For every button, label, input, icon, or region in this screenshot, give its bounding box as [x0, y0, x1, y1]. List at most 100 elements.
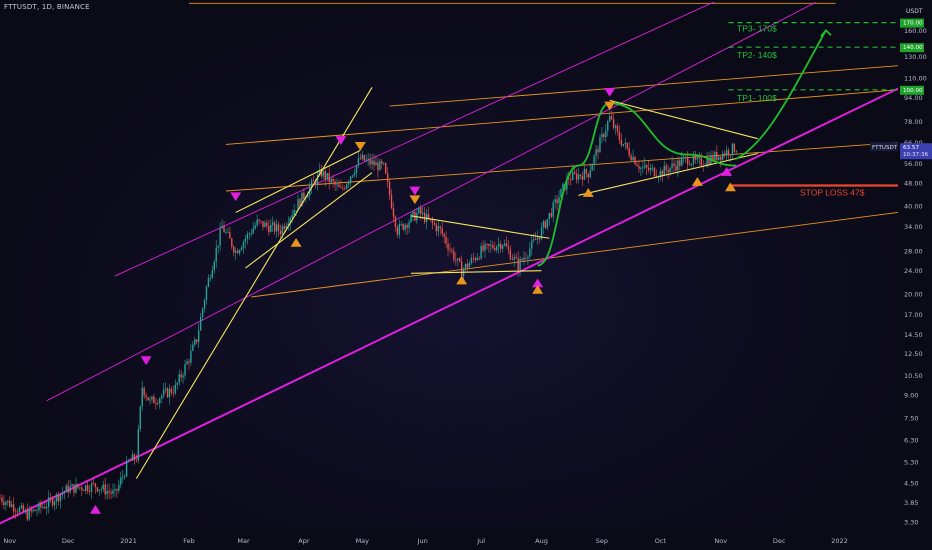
candle — [443, 232, 445, 244]
candle — [14, 507, 17, 519]
candle-body — [585, 169, 588, 174]
orange-channel-line-2 — [225, 89, 898, 145]
candle — [384, 162, 387, 175]
candle-body — [599, 137, 601, 153]
candle-body — [320, 169, 323, 177]
candle-body — [310, 180, 313, 188]
candle-body — [303, 192, 305, 199]
candle — [614, 124, 617, 135]
candle-body — [727, 150, 730, 156]
candle-body — [279, 230, 282, 235]
candle — [683, 154, 685, 164]
candle — [550, 208, 552, 219]
candle-body — [353, 173, 356, 176]
candle-body — [289, 217, 291, 224]
candle-body — [131, 454, 134, 461]
candle — [439, 225, 441, 235]
candle — [190, 343, 192, 367]
candle — [484, 240, 486, 259]
candle — [254, 222, 256, 231]
candle — [482, 240, 484, 253]
candle-body — [542, 221, 545, 228]
candle — [646, 163, 648, 176]
candle-body — [168, 388, 171, 398]
candle — [238, 248, 241, 256]
candle-body — [396, 227, 399, 235]
candle — [359, 153, 362, 160]
candle-body — [42, 506, 44, 508]
candle-body — [494, 248, 496, 251]
candle — [287, 216, 289, 231]
candle-body — [283, 226, 286, 229]
candle-body — [517, 258, 519, 271]
candle-body — [706, 158, 708, 165]
candle-body — [464, 263, 467, 270]
candle-body — [480, 245, 482, 259]
magenta-down-triangle-icon — [604, 87, 616, 97]
candle-body — [123, 476, 126, 478]
candle — [38, 500, 40, 514]
candle-body — [151, 396, 153, 400]
tp2-price-tag-bg — [900, 43, 924, 53]
candle-body — [137, 429, 140, 461]
candle-body — [642, 167, 644, 169]
candle-body — [435, 224, 438, 232]
candle-body — [44, 506, 46, 509]
candle — [18, 505, 21, 514]
candle — [542, 219, 545, 235]
candle-body — [57, 494, 60, 502]
candle-body — [7, 500, 9, 503]
candle-body — [437, 226, 439, 232]
candle — [379, 158, 381, 171]
candle — [5, 500, 7, 511]
candle — [731, 142, 734, 160]
candle — [581, 171, 584, 186]
candle-body — [423, 212, 426, 222]
candle — [213, 259, 215, 274]
candle-body — [536, 237, 539, 240]
candle — [147, 397, 149, 401]
candle — [503, 239, 506, 247]
candle-body — [106, 491, 108, 495]
candle — [579, 173, 582, 180]
candle — [240, 245, 243, 251]
candle-body — [622, 144, 625, 146]
candle-body — [244, 238, 247, 242]
candle — [336, 178, 338, 191]
candle — [558, 190, 560, 208]
candle — [679, 156, 681, 171]
candle — [464, 263, 467, 272]
orange-up-triangle-icon — [582, 188, 594, 197]
candle — [40, 499, 42, 514]
candle — [496, 244, 498, 253]
candle-body — [394, 216, 397, 228]
time-tick-label: Oct — [655, 537, 667, 545]
time-tick-label: Jul — [476, 537, 485, 545]
candle — [644, 157, 646, 170]
candle-body — [10, 504, 13, 507]
candle-body — [688, 164, 691, 166]
candle — [544, 219, 547, 229]
candle — [459, 257, 461, 263]
yellow-pattern-line-3 — [410, 215, 550, 239]
candle-body — [34, 509, 36, 512]
candle — [536, 230, 539, 245]
candle — [632, 149, 634, 163]
candle-body — [422, 212, 424, 214]
candle — [166, 386, 169, 399]
candle-body — [427, 214, 430, 219]
candle-body — [575, 173, 578, 180]
candle-body — [497, 243, 500, 247]
candle — [408, 219, 410, 233]
candle-body — [324, 171, 327, 180]
candle — [34, 509, 36, 512]
candle-body — [63, 491, 65, 494]
candle-body — [12, 504, 15, 512]
candle — [3, 495, 5, 510]
candle — [472, 252, 475, 263]
candle — [560, 188, 562, 198]
candle-body — [661, 170, 663, 176]
candle — [589, 163, 591, 179]
